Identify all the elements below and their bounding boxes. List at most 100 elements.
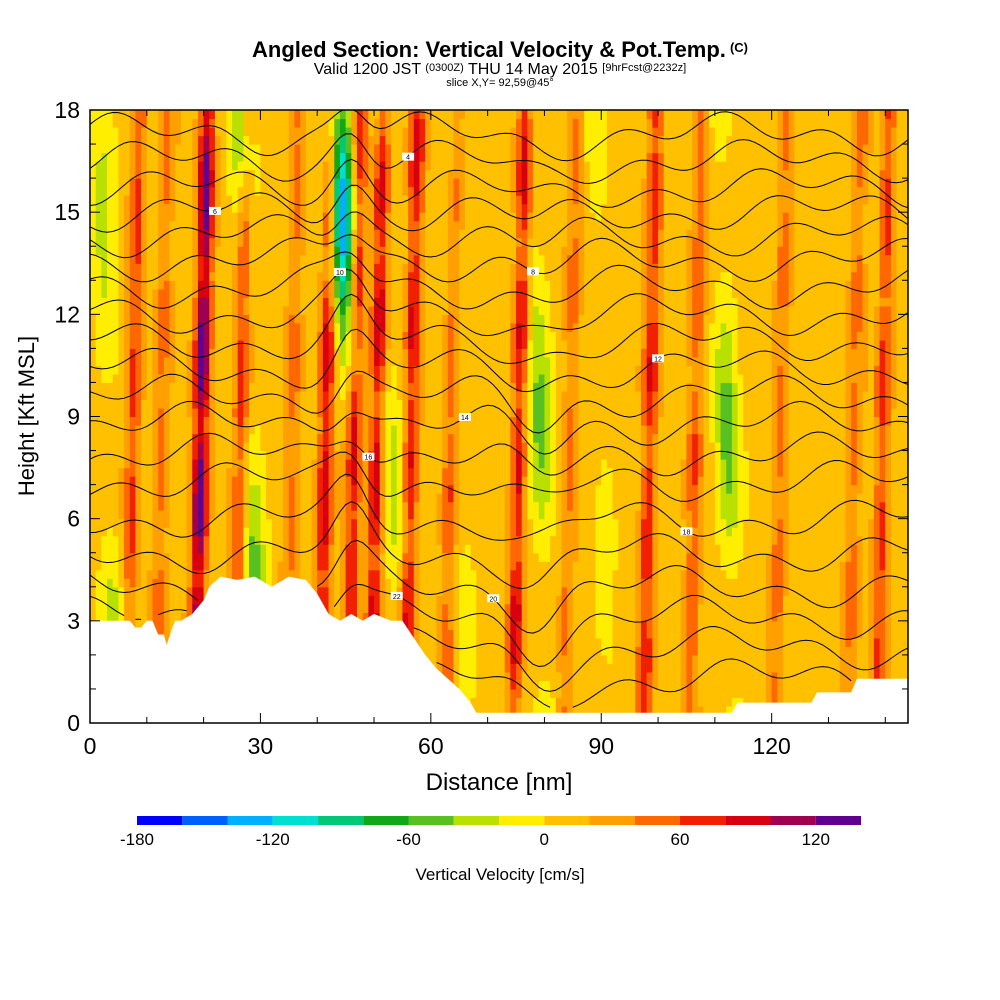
velocity-cell	[430, 476, 438, 486]
velocity-cell	[419, 186, 426, 196]
velocity-cell	[288, 535, 296, 545]
velocity-cell	[300, 569, 307, 579]
velocity-cell	[402, 433, 409, 443]
velocity-cell	[192, 484, 199, 494]
velocity-cell	[374, 271, 381, 281]
velocity-cell	[374, 135, 381, 145]
velocity-cell	[101, 569, 108, 579]
velocity-cell	[107, 450, 114, 460]
velocity-cell	[197, 220, 205, 230]
velocity-cell	[368, 314, 375, 324]
velocity-cell	[124, 229, 131, 239]
velocity-cell	[459, 467, 466, 477]
velocity-cell	[425, 229, 432, 239]
velocity-cell	[288, 195, 296, 205]
velocity-cell	[220, 552, 227, 562]
velocity-cell	[152, 527, 159, 537]
velocity-cell	[464, 314, 472, 324]
velocity-cell	[271, 569, 279, 579]
velocity-cell	[192, 527, 199, 537]
velocity-cell	[294, 544, 301, 554]
velocity-cell	[186, 493, 193, 503]
velocity-cell	[169, 390, 176, 401]
velocity-cell	[271, 399, 279, 409]
velocity-cell	[408, 339, 415, 349]
velocity-cell	[396, 348, 404, 358]
velocity-cell	[146, 390, 154, 401]
velocity-cell	[266, 390, 273, 401]
velocity-cell	[362, 118, 369, 128]
velocity-cell	[459, 314, 466, 324]
velocity-cell	[345, 407, 352, 418]
velocity-cell	[254, 365, 262, 375]
velocity-cell	[118, 186, 125, 196]
velocity-cell	[175, 425, 182, 435]
velocity-cell	[95, 467, 102, 477]
velocity-cell	[305, 186, 313, 196]
velocity-cell	[254, 254, 262, 264]
velocity-cell	[311, 186, 318, 196]
velocity-cell	[254, 501, 262, 511]
velocity-cell	[356, 263, 364, 273]
velocity-cell	[481, 629, 489, 639]
velocity-cell	[402, 442, 409, 452]
velocity-cell	[311, 501, 318, 511]
velocity-cell	[334, 450, 341, 460]
velocity-cell	[425, 535, 432, 545]
velocity-cell	[237, 203, 244, 213]
velocity-cell	[453, 629, 460, 639]
velocity-cell	[396, 195, 404, 205]
velocity-cell	[470, 663, 477, 673]
velocity-cell	[152, 476, 159, 486]
velocity-cell	[470, 135, 477, 145]
velocity-cell	[169, 127, 176, 137]
velocity-cell	[203, 433, 210, 443]
velocity-cell	[220, 535, 227, 545]
velocity-cell	[141, 356, 148, 367]
velocity-cell	[254, 527, 262, 537]
velocity-cell	[124, 212, 131, 222]
velocity-cell	[271, 152, 279, 162]
velocity-cell	[237, 195, 244, 205]
velocity-cell	[152, 203, 159, 213]
velocity-cell	[391, 493, 398, 503]
velocity-cell	[459, 595, 466, 605]
velocity-cell	[163, 544, 171, 554]
velocity-cell	[322, 280, 330, 290]
velocity-cell	[481, 612, 489, 622]
velocity-cell	[368, 339, 375, 349]
velocity-cell	[334, 425, 341, 435]
velocity-cell	[180, 229, 188, 239]
velocity-cell	[243, 135, 250, 145]
velocity-cell	[385, 263, 392, 273]
velocity-cell	[243, 493, 250, 503]
velocity-cell	[107, 425, 114, 435]
velocity-cell	[334, 280, 341, 290]
velocity-cell	[288, 144, 296, 154]
velocity-cell	[266, 544, 273, 554]
velocity-cell	[322, 493, 330, 503]
velocity-cell	[385, 314, 392, 324]
velocity-cell	[334, 518, 341, 528]
velocity-cell	[476, 501, 483, 511]
velocity-cell	[385, 416, 392, 426]
velocity-cell	[317, 416, 324, 426]
velocity-cell	[413, 152, 421, 162]
velocity-cell	[226, 544, 233, 554]
velocity-cell	[158, 203, 165, 213]
velocity-cell	[356, 246, 364, 256]
velocity-cell	[112, 271, 119, 281]
velocity-cell	[118, 280, 125, 290]
velocity-cell	[226, 501, 233, 511]
velocity-cell	[158, 399, 165, 409]
velocity-cell	[442, 450, 449, 460]
velocity-cell	[436, 433, 443, 443]
velocity-cell	[447, 220, 455, 230]
velocity-cell	[277, 144, 284, 154]
velocity-cell	[430, 399, 438, 409]
velocity-cell	[305, 484, 313, 494]
velocity-cell	[152, 365, 159, 375]
velocity-cell	[260, 425, 267, 435]
velocity-cell	[124, 586, 131, 596]
velocity-cell	[402, 493, 409, 503]
